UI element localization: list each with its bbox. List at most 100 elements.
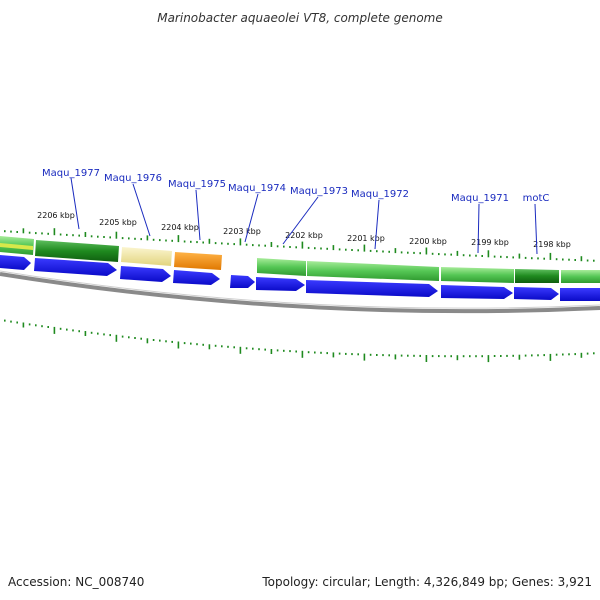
minor-tick <box>419 252 421 255</box>
minor-tick <box>16 231 18 233</box>
kbp-label: 2199 kbp <box>471 238 509 247</box>
feature-block <box>257 258 306 276</box>
minor-tick <box>190 240 192 243</box>
minor-tick <box>555 353 558 356</box>
minor-tick <box>289 350 291 353</box>
minor-tick <box>438 355 440 358</box>
minor-tick <box>388 250 390 253</box>
minor-tick <box>320 247 322 250</box>
minor-tick <box>270 242 273 247</box>
minor-tick <box>66 233 68 236</box>
gene-label-leaders <box>70 177 538 255</box>
cds-arrow <box>120 266 171 282</box>
minor-tick <box>196 241 198 244</box>
minor-tick <box>190 342 192 345</box>
minor-tick <box>394 354 397 360</box>
minor-tick <box>524 354 527 357</box>
minor-tick <box>444 253 446 256</box>
gene-label[interactable]: Maqu_1976 <box>104 173 162 184</box>
minor-tick <box>469 254 471 257</box>
minor-tick <box>586 259 589 262</box>
minor-tick <box>276 349 279 352</box>
genome-backbone-highlight <box>0 270 600 309</box>
minor-tick <box>103 333 105 336</box>
feature-block <box>35 240 119 262</box>
minor-tick <box>580 352 583 358</box>
minor-tick <box>90 331 93 334</box>
minor-tick <box>574 259 576 261</box>
minor-tick <box>295 350 297 353</box>
minor-tick <box>47 232 49 235</box>
gene-label[interactable]: Maqu_1973 <box>290 186 348 197</box>
minor-tick <box>357 249 359 252</box>
gene-label[interactable]: motC <box>523 193 550 204</box>
minor-tick <box>4 319 6 322</box>
minor-tick <box>376 354 378 356</box>
minor-tick <box>357 353 359 356</box>
minor-tick <box>382 354 384 357</box>
major-tick <box>425 355 428 362</box>
minor-tick <box>462 355 465 358</box>
gene-label[interactable]: Maqu_1975 <box>168 179 226 190</box>
minor-tick <box>47 326 49 328</box>
minor-tick <box>456 250 459 256</box>
gene-label[interactable]: Maqu_1977 <box>42 168 100 179</box>
minor-tick <box>97 235 99 238</box>
minor-tick <box>413 354 415 357</box>
minor-tick <box>270 349 273 354</box>
minor-tick <box>475 254 477 257</box>
minor-tick <box>506 256 508 259</box>
minor-tick <box>28 323 31 326</box>
minor-tick <box>59 327 62 330</box>
minor-tick <box>233 346 235 349</box>
kbp-label: 2205 kbp <box>99 218 137 227</box>
leader-line <box>374 199 380 250</box>
minor-tick <box>121 335 124 338</box>
minor-tick <box>580 256 583 262</box>
major-tick <box>177 341 180 349</box>
lower-tick-ruler <box>4 319 595 363</box>
minor-tick <box>537 354 539 357</box>
kbp-label: 2200 kbp <box>409 237 447 246</box>
minor-tick <box>202 241 204 244</box>
minor-tick <box>183 240 186 243</box>
minor-tick <box>444 355 446 358</box>
minor-tick <box>90 235 93 238</box>
cds-arrow <box>173 270 220 285</box>
minor-tick <box>109 334 111 337</box>
feature-block <box>515 269 559 283</box>
leader-line <box>534 203 538 255</box>
gene-label[interactable]: Maqu_1972 <box>351 189 409 200</box>
minor-tick <box>562 258 564 261</box>
minor-tick <box>326 352 328 355</box>
minor-tick <box>258 244 260 247</box>
minor-tick <box>543 257 545 260</box>
major-tick <box>239 238 242 246</box>
minor-tick <box>531 257 533 260</box>
minor-tick <box>140 337 142 340</box>
gene-label[interactable]: Maqu_1971 <box>451 193 509 204</box>
cds-arrow <box>0 255 31 270</box>
minor-tick <box>338 352 341 355</box>
minor-tick <box>41 232 43 235</box>
minor-tick <box>208 238 211 244</box>
feature-block <box>0 243 33 250</box>
minor-tick <box>128 336 130 339</box>
minor-tick <box>369 249 372 252</box>
minor-tick <box>78 234 80 237</box>
minor-tick <box>382 250 384 253</box>
minor-tick <box>307 246 310 249</box>
major-tick <box>177 235 180 243</box>
minor-tick <box>407 251 409 254</box>
gene-label[interactable]: Maqu_1974 <box>228 183 286 194</box>
minor-tick <box>227 345 229 348</box>
cds-arrow <box>306 280 438 297</box>
cds-arrow <box>560 288 600 301</box>
minor-tick <box>134 237 136 240</box>
cds-arrow <box>34 258 117 276</box>
minor-tick <box>283 349 285 352</box>
cds-arrow <box>256 277 305 291</box>
minor-tick <box>152 339 155 341</box>
major-tick <box>363 353 366 361</box>
